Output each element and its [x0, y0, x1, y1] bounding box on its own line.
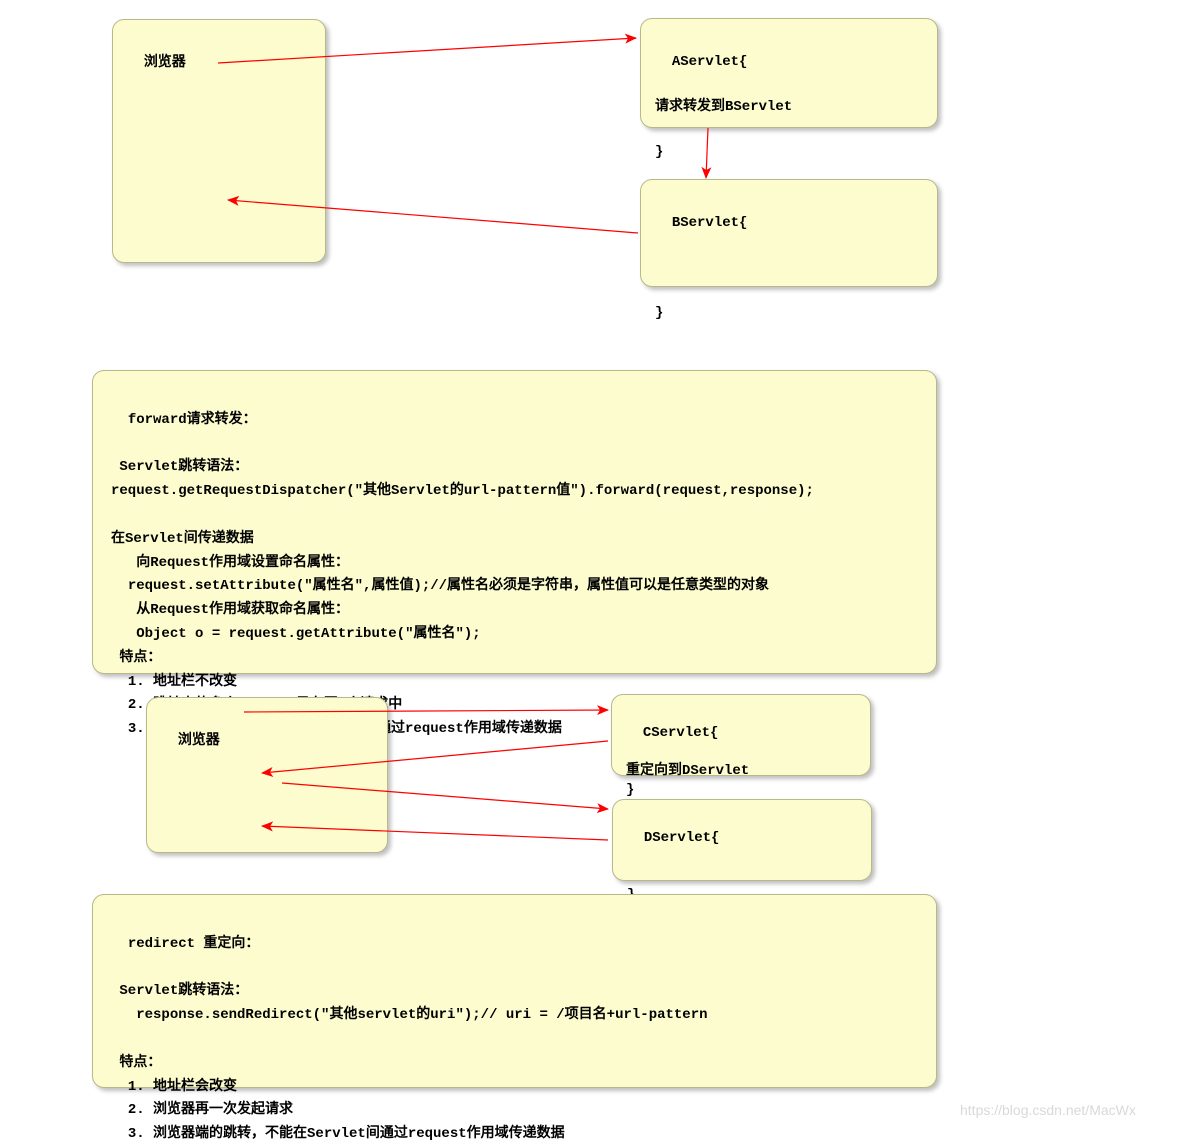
node-bservlet-text: BServlet{ } [655, 215, 747, 321]
node-browser1: 浏览器 [112, 19, 326, 263]
node-forward: forward请求转发： Servlet跳转语法： request.getReq… [92, 370, 937, 674]
node-browser1-text: 浏览器 [144, 55, 186, 71]
node-cservlet: CServlet{ 重定向到DServlet } [611, 694, 871, 776]
node-dservlet: DServlet{ } [612, 799, 872, 881]
node-cservlet-text: CServlet{ 重定向到DServlet } [626, 725, 749, 798]
watermark: https://blog.csdn.net/MacWx [960, 1102, 1136, 1118]
node-browser2-text: 浏览器 [178, 733, 220, 749]
node-bservlet: BServlet{ } [640, 179, 938, 287]
node-browser2: 浏览器 [146, 697, 388, 853]
watermark-text: https://blog.csdn.net/MacWx [960, 1102, 1136, 1118]
node-dservlet-text: DServlet{ } [627, 830, 719, 903]
node-aservlet: AServlet{ 请求转发到BServlet } [640, 18, 938, 128]
node-forward-text: forward请求转发： Servlet跳转语法： request.getReq… [111, 412, 814, 737]
node-redirect-text: redirect 重定向： Servlet跳转语法： response.send… [111, 936, 708, 1142]
node-aservlet-text: AServlet{ 请求转发到BServlet } [655, 54, 792, 160]
edge-aservlet-to-bservlet [706, 128, 708, 178]
node-redirect: redirect 重定向： Servlet跳转语法： response.send… [92, 894, 937, 1088]
